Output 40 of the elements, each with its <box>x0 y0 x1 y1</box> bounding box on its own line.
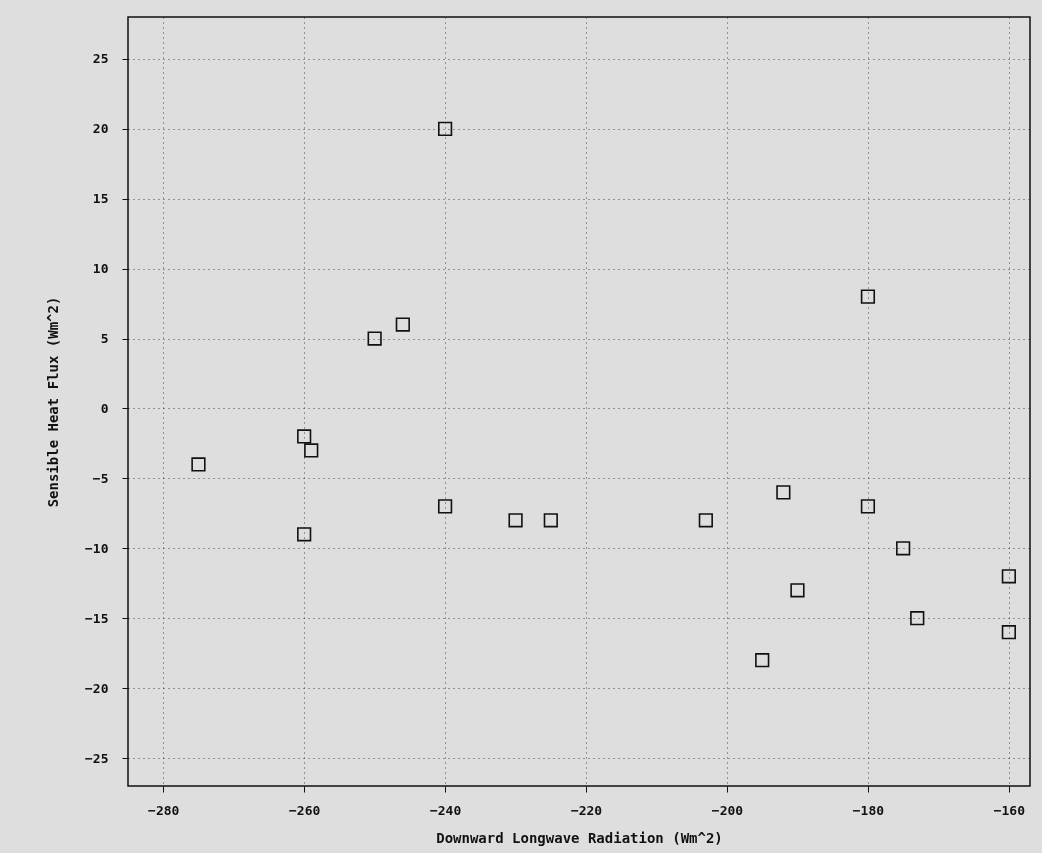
x-tick-label: −220 <box>570 802 603 818</box>
point <box>698 513 713 528</box>
point <box>910 611 925 626</box>
point <box>367 331 382 346</box>
x-tick-label: −280 <box>148 802 180 818</box>
x-tick-label: −240 <box>429 802 462 818</box>
point <box>1001 569 1016 584</box>
x-axis-title: Downward Longwave Radiation (Wm^2) <box>436 829 723 846</box>
x-tick-label: −200 <box>711 802 744 818</box>
point <box>860 499 876 514</box>
y-tick-label: 0 <box>100 400 109 416</box>
point <box>297 527 312 542</box>
x-tick-label: −180 <box>852 802 885 818</box>
point <box>776 485 791 500</box>
point <box>790 583 805 598</box>
point <box>395 317 410 332</box>
point <box>297 429 312 444</box>
point <box>508 513 523 528</box>
y-tick-label: 5 <box>100 331 109 347</box>
y-tick-label: −20 <box>85 680 109 696</box>
x-tick-label: −260 <box>289 802 321 818</box>
point <box>1001 625 1016 640</box>
point <box>896 541 911 556</box>
y-tick-label: −10 <box>85 540 109 556</box>
y-tick-label: −25 <box>85 750 109 766</box>
y-tick-label: −15 <box>85 610 109 626</box>
y-tick-label: 15 <box>92 191 109 207</box>
point <box>543 513 558 528</box>
point <box>437 121 453 136</box>
y-axis-title: Sensible Heat Flux (Wm^2) <box>45 296 62 508</box>
point <box>860 289 876 304</box>
x-tick-label: −160 <box>993 802 1026 818</box>
y-tick-label: 10 <box>92 261 109 277</box>
point <box>437 499 453 514</box>
y-tick-label: −5 <box>92 470 109 486</box>
y-tick-label: 20 <box>92 121 109 137</box>
point <box>304 443 319 458</box>
point <box>755 653 770 668</box>
point <box>191 457 206 472</box>
y-tick-label: 25 <box>92 51 109 67</box>
